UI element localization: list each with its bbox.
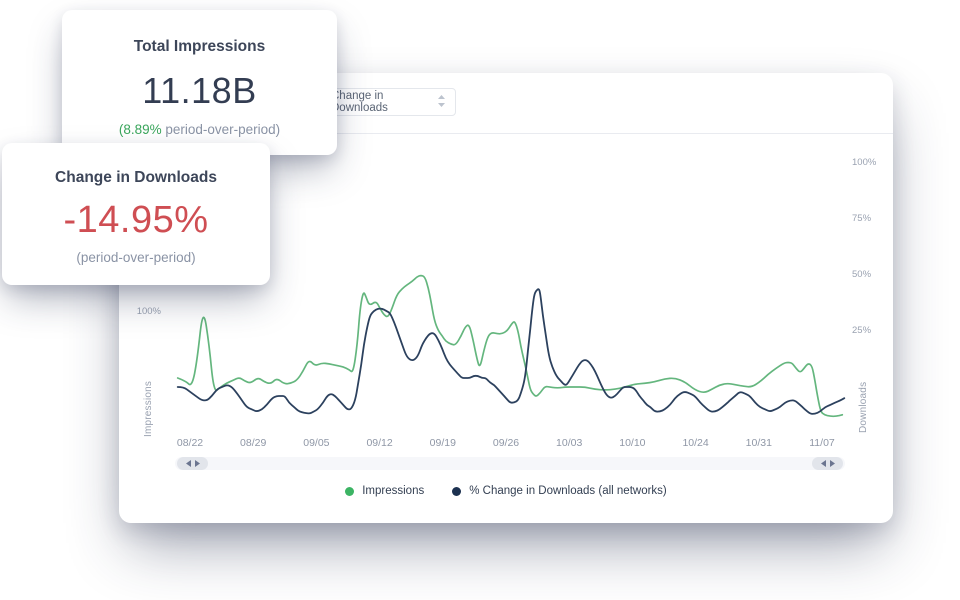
y-axis-right-tick: 25% (852, 325, 872, 336)
x-axis-label: 08/29 (240, 437, 267, 449)
legend-item-impressions[interactable]: Impressions (345, 485, 424, 497)
x-axis-label: 10/03 (556, 437, 583, 449)
chevron-up-down-icon (437, 94, 446, 111)
x-axis-label: 10/24 (682, 437, 709, 449)
stat-card-subtitle-highlight: (8.89% (118, 122, 162, 137)
y-axis-right: 100% 75% 50% 25% (846, 150, 896, 432)
chart-legend: Impressions % Change in Downloads (all ne… (119, 485, 893, 497)
legend-dot-icon (452, 486, 462, 496)
chart-scrollbar[interactable] (175, 457, 845, 470)
legend-item-downloads[interactable]: % Change in Downloads (all networks) (452, 485, 667, 497)
stat-card-subtitle: (period-over-period) (76, 250, 196, 265)
stat-card-change-in-downloads: Change in Downloads -14.95% (period-over… (2, 143, 270, 285)
x-axis-label: 09/19 (429, 437, 456, 449)
scrollbar-right-button[interactable] (812, 457, 843, 470)
metric-select[interactable]: Change in Downloads (320, 88, 456, 116)
stat-card-value: 11.18B (142, 70, 257, 111)
series-line-downloads (176, 288, 846, 415)
scrollbar-left-button[interactable] (177, 457, 208, 470)
y-axis-right-tick: 100% (852, 157, 877, 168)
x-axis-label: 11/07 (809, 437, 835, 449)
x-axis-labels: 08/22 08/29 09/05 09/12 09/19 09/26 10/03 10/10… (175, 437, 845, 451)
stat-card-value: -14.95% (63, 199, 209, 241)
axis-title-downloads: Downloads (858, 381, 869, 433)
panel-header: Change in Downloads (119, 73, 893, 134)
axis-title-impressions: Impressions (143, 380, 154, 438)
x-axis-label: 09/05 (303, 437, 330, 449)
x-axis-label: 10/31 (745, 437, 772, 449)
x-axis-label: 09/12 (366, 437, 393, 449)
y-axis-left: 100% (119, 150, 163, 432)
chart-area[interactable] (175, 150, 846, 432)
x-axis-label: 08/22 (176, 437, 204, 449)
stat-card-title: Total Impressions (133, 38, 266, 55)
left-right-arrows-icon (185, 460, 200, 467)
y-axis-right-tick: 50% (852, 269, 872, 280)
series-line-impressions (176, 274, 844, 418)
y-axis-left-tick: 100% (136, 306, 161, 317)
legend-dot-icon (345, 486, 355, 496)
stat-card-title: Change in Downloads (55, 169, 217, 186)
stat-card-subtitle: (8.89% period-over-period) (62, 122, 337, 137)
legend-label: Impressions (362, 485, 425, 497)
metric-select-value: Change in Downloads (331, 90, 388, 114)
chart-plot (176, 274, 846, 418)
x-axis-label: 09/26 (492, 437, 520, 449)
x-axis-label: 10/10 (619, 437, 646, 449)
y-axis-right-tick: 75% (852, 213, 872, 224)
stat-card-total-impressions: Total Impressions 11.18B (8.89% period-o… (62, 10, 337, 155)
stat-card-subtitle-rest: period-over-period) (161, 122, 281, 137)
legend-label: % Change in Downloads (all networks) (469, 485, 667, 497)
left-right-arrows-icon (820, 460, 835, 467)
